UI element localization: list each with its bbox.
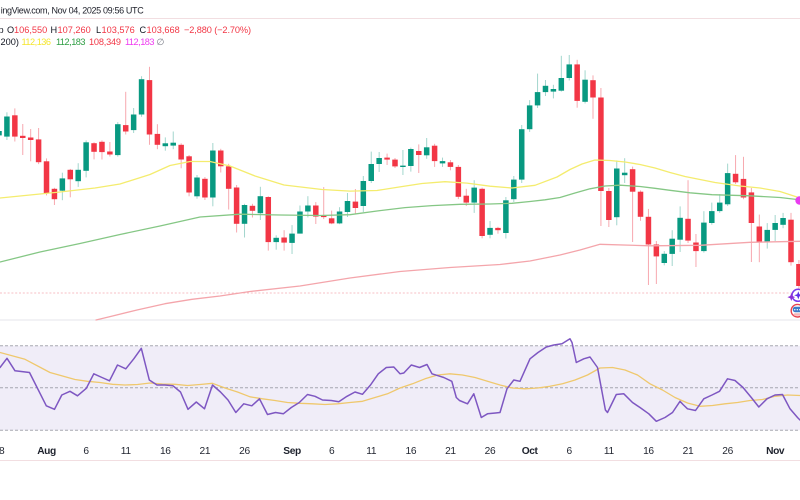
svg-text:Nov: Nov: [766, 446, 785, 457]
svg-text:Aug: Aug: [37, 446, 56, 457]
svg-text:Sep: Sep: [283, 446, 301, 457]
svg-text:26: 26: [722, 446, 733, 457]
svg-text:11: 11: [366, 446, 377, 457]
svg-text:21: 21: [200, 446, 211, 457]
svg-text:16: 16: [160, 446, 171, 457]
svg-text:11: 11: [121, 446, 132, 457]
svg-text:6: 6: [567, 446, 573, 457]
svg-text:16: 16: [405, 446, 416, 457]
svg-text:26: 26: [485, 446, 496, 457]
svg-text:ingView.com, Nov 04, 2025 09:5: ingView.com, Nov 04, 2025 09:56 UTC: [1, 6, 145, 16]
svg-text:Oct: Oct: [522, 446, 539, 457]
svg-text:16: 16: [643, 446, 654, 457]
svg-text:11: 11: [604, 446, 615, 457]
svg-text:6: 6: [83, 446, 89, 457]
svg-text:21: 21: [445, 446, 456, 457]
svg-text:28: 28: [0, 446, 5, 457]
svg-text:26: 26: [239, 446, 250, 457]
svg-text:21: 21: [683, 446, 694, 457]
svg-text:6: 6: [329, 446, 335, 457]
